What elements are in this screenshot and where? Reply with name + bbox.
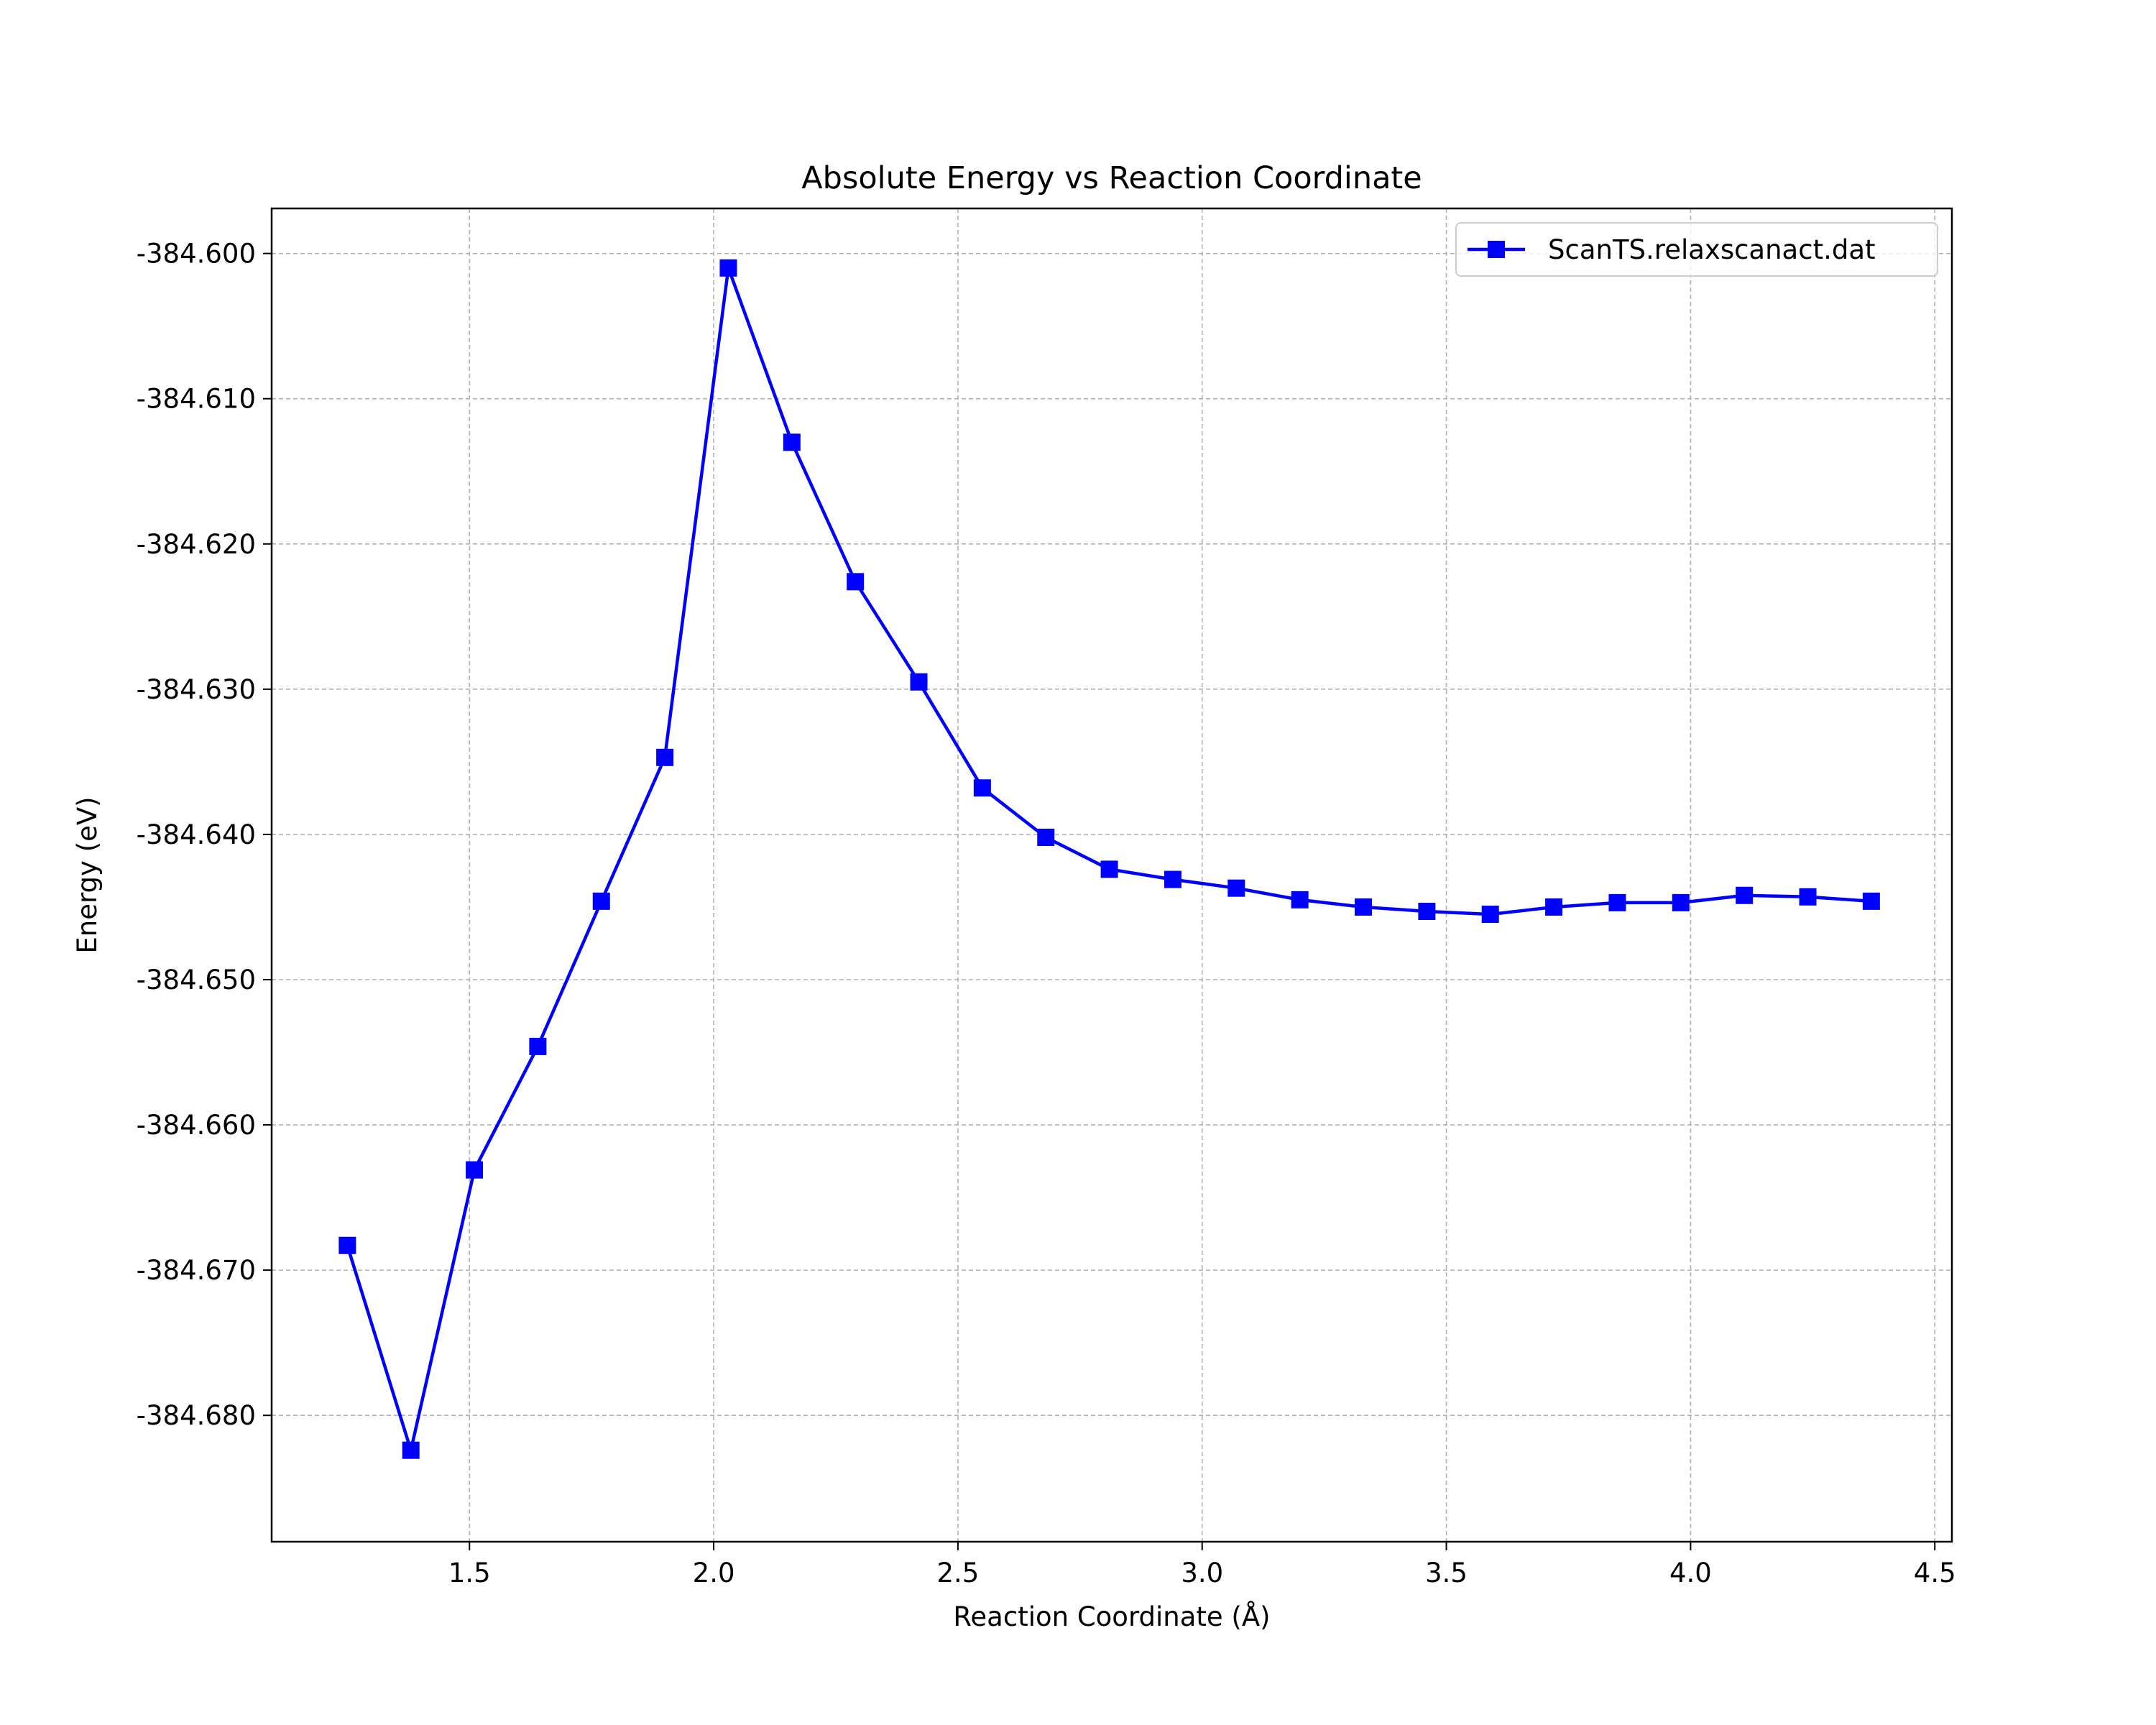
x-tick-label: 2.0: [693, 1558, 735, 1588]
y-tick-label: -384.630: [137, 674, 256, 705]
data-point-marker: [1291, 891, 1309, 908]
data-point-marker: [402, 1441, 420, 1459]
data-point-marker: [466, 1161, 484, 1179]
y-axis-label: Energy (eV): [72, 796, 103, 953]
data-point-marker: [1100, 860, 1118, 878]
x-tick-label: 2.5: [936, 1558, 979, 1588]
y-tick-label: -384.650: [137, 965, 256, 995]
x-tick-label: 1.5: [448, 1558, 491, 1588]
x-tick-label: 4.5: [1914, 1558, 1956, 1588]
data-point-marker: [592, 892, 610, 910]
data-point-marker: [783, 433, 801, 451]
x-axis-label: Reaction Coordinate (Å): [953, 1601, 1270, 1632]
y-tick-label: -384.640: [137, 819, 256, 850]
data-point-marker: [847, 573, 865, 591]
grid: [272, 208, 1952, 1542]
data-point-marker: [1355, 898, 1373, 916]
data-point-marker: [973, 779, 991, 797]
data-point-marker: [338, 1236, 356, 1254]
data-point-marker: [1736, 886, 1754, 904]
chart-title: Absolute Energy vs Reaction Coordinate: [801, 160, 1422, 196]
data-point-marker: [1481, 906, 1499, 924]
legend-label: ScanTS.relaxscanact.dat: [1548, 234, 1876, 265]
data-point-marker: [1545, 898, 1563, 916]
x-tick-label: 3.5: [1425, 1558, 1468, 1588]
x-tick-label: 4.0: [1669, 1558, 1712, 1588]
y-tick-label: -384.670: [137, 1255, 256, 1286]
data-point-marker: [1799, 888, 1817, 906]
data-point-marker: [656, 748, 674, 766]
data-point-marker: [1672, 893, 1690, 911]
y-tick-label: -384.620: [137, 529, 256, 560]
y-tick-label: -384.660: [137, 1110, 256, 1141]
plot-frame: [270, 207, 1953, 1543]
data-point-marker: [910, 673, 928, 691]
legend-marker-swatch: [1488, 241, 1505, 258]
legend: ScanTS.relaxscanact.dat: [1455, 222, 1938, 277]
y-tick-label: -384.600: [137, 239, 256, 270]
y-tick-label: -384.610: [137, 384, 256, 415]
legend-box: [1455, 222, 1938, 277]
data-point-marker: [1862, 892, 1880, 910]
data-point-marker: [1608, 893, 1626, 911]
data-point-marker: [1227, 879, 1245, 897]
data-point-marker: [1164, 870, 1181, 888]
data-point-marker: [529, 1037, 547, 1055]
data-point-marker: [719, 259, 737, 277]
y-tick-label: -384.680: [137, 1400, 256, 1431]
data-point-marker: [1037, 828, 1055, 846]
data-point-marker: [1418, 903, 1436, 921]
x-tick-label: 3.0: [1181, 1558, 1223, 1588]
series-layer: [338, 259, 1880, 1459]
tick-layer: 1.5 2.0 2.5 3.0 3.5 4.0 4.5 -384.600 -384.610 -38…: [137, 239, 1956, 1588]
